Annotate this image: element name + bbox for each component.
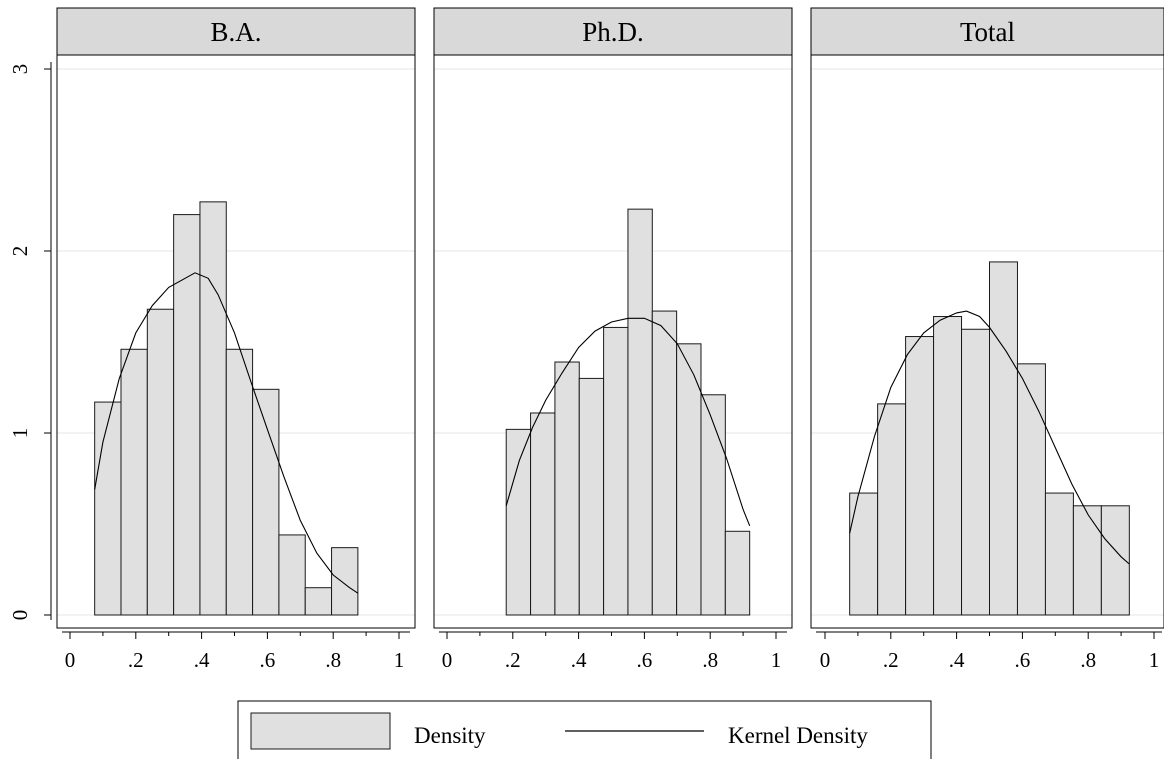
x-tick-label: .6 bbox=[637, 648, 653, 672]
histogram-bar bbox=[1072, 505, 1102, 616]
panel-strip bbox=[56, 7, 416, 56]
legend-density-swatch bbox=[250, 712, 391, 750]
x-tick-label: .4 bbox=[571, 648, 587, 672]
histogram-bar bbox=[961, 328, 990, 616]
x-tick-label: 1 bbox=[1149, 648, 1160, 672]
panel-ba: B.A. 0 .2 .4 .6 .8 1 bbox=[56, 7, 416, 672]
histogram-bar bbox=[700, 394, 726, 616]
y-tick-label: 1 bbox=[8, 428, 32, 439]
x-tick-label: .8 bbox=[1080, 648, 1096, 672]
histogram-bar bbox=[676, 343, 702, 616]
histogram-bar bbox=[530, 412, 556, 616]
panel-phd: Ph.D. 0 .2 .4 .6 .8 1 bbox=[433, 7, 793, 672]
y-tick-label: 2 bbox=[8, 246, 32, 257]
panel-title: Total bbox=[960, 17, 1015, 47]
histogram-bar bbox=[199, 201, 227, 616]
histogram-bar bbox=[603, 326, 629, 616]
legend: Density Kernel Density bbox=[237, 700, 932, 759]
kernel-density-line bbox=[849, 310, 1130, 565]
histogram-bar bbox=[120, 348, 148, 616]
panel-title: B.A. bbox=[210, 17, 261, 47]
histogram-bar bbox=[651, 310, 678, 616]
histogram-bar bbox=[505, 428, 532, 616]
x-tick-label: .6 bbox=[260, 648, 276, 672]
histogram-bar bbox=[1016, 363, 1046, 616]
x-tick-label: 1 bbox=[771, 648, 782, 672]
histogram-bar bbox=[849, 492, 879, 616]
histogram-bar bbox=[877, 403, 907, 616]
histogram-bar bbox=[989, 261, 1018, 616]
x-tick-label: 0 bbox=[442, 648, 453, 672]
y-axis: 0 1 2 3 bbox=[8, 62, 52, 621]
histogram-bar bbox=[1044, 492, 1074, 616]
histogram-bar bbox=[252, 388, 280, 616]
panel-title: Ph.D. bbox=[582, 17, 644, 47]
x-tick-label: .8 bbox=[702, 648, 718, 672]
histogram-bar bbox=[225, 348, 254, 616]
panel-total: Total 0 .2 .4 .6 .8 1 bbox=[810, 7, 1164, 672]
histogram-bar bbox=[146, 308, 175, 616]
x-tick-label: 0 bbox=[820, 648, 831, 672]
x-tick-label: .4 bbox=[194, 648, 210, 672]
histogram-bar bbox=[173, 214, 201, 616]
histogram-bar bbox=[94, 401, 122, 616]
kernel-density-line bbox=[505, 317, 751, 527]
x-tick-label: .2 bbox=[883, 648, 899, 672]
histogram-bar bbox=[578, 377, 605, 616]
histogram-bar bbox=[724, 530, 751, 616]
x-tick-label: .2 bbox=[505, 648, 521, 672]
histogram-bar bbox=[278, 534, 306, 616]
x-tick-label: .4 bbox=[949, 648, 965, 672]
histogram-bar bbox=[627, 208, 653, 616]
x-tick-label: 0 bbox=[65, 648, 76, 672]
y-tick-label: 0 bbox=[8, 610, 32, 621]
legend-kernel-label: Kernel Density bbox=[728, 723, 868, 748]
kernel-density-line bbox=[94, 272, 359, 594]
x-tick-label: .8 bbox=[325, 648, 341, 672]
histogram-bar bbox=[331, 547, 359, 616]
histogram-bar bbox=[905, 336, 935, 616]
x-tick-label: .2 bbox=[128, 648, 144, 672]
legend-density-label: Density bbox=[414, 723, 486, 748]
histogram-bar bbox=[933, 316, 963, 616]
x-tick-label: .6 bbox=[1015, 648, 1031, 672]
y-tick-label: 3 bbox=[8, 64, 32, 75]
histogram-bar bbox=[304, 587, 333, 616]
panel-strip bbox=[433, 7, 793, 56]
histogram-bar bbox=[554, 361, 580, 616]
x-tick-label: 1 bbox=[394, 648, 405, 672]
panel-strip bbox=[810, 7, 1164, 56]
